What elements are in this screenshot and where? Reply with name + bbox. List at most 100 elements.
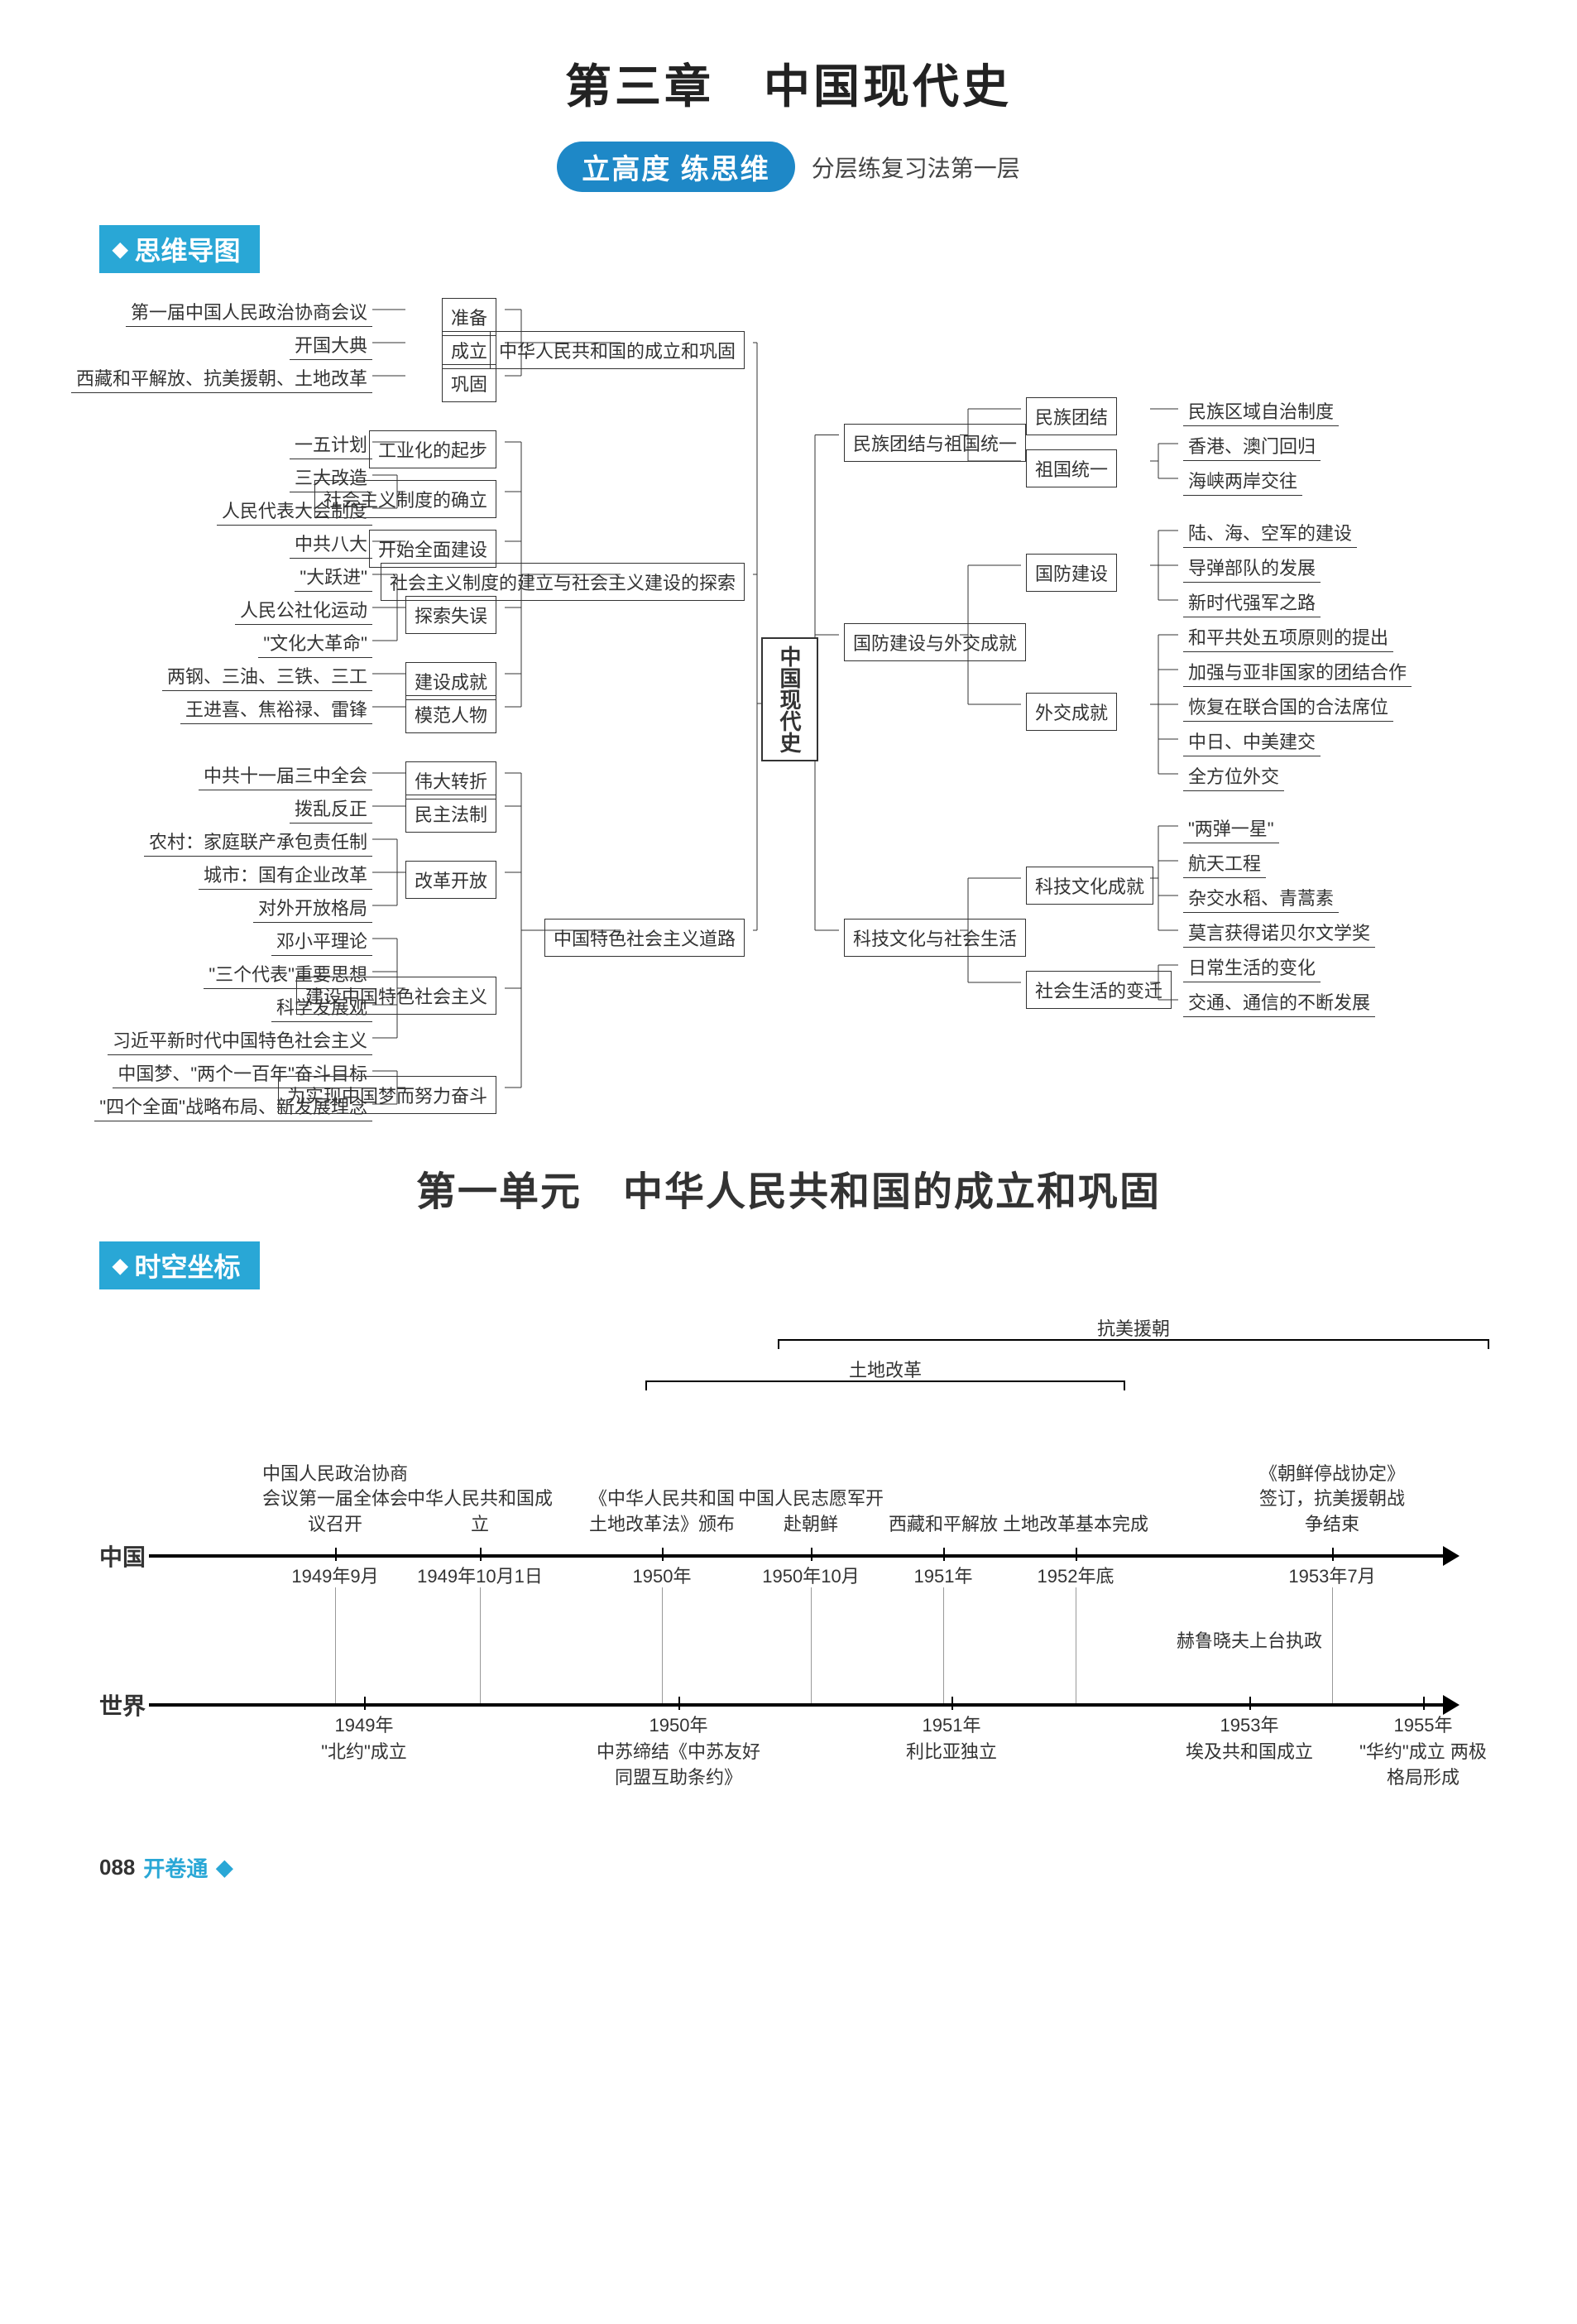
tl-tick <box>678 1697 680 1710</box>
tl-connector <box>662 1587 663 1703</box>
tl-world-year: 1955年 <box>1349 1713 1498 1739</box>
mindmap-node: 民族区域自治制度 <box>1183 397 1339 426</box>
tl-china-year: 1950年10月 <box>736 1564 885 1590</box>
mindmap-node: 拨乱反正 <box>290 795 372 823</box>
mindmap-node: 香港、澳门回归 <box>1183 432 1321 461</box>
mindmap-node: 民族团结 <box>1026 397 1117 435</box>
tl-tick <box>943 1548 945 1561</box>
mindmap-node: 习近平新时代中国特色社会主义 <box>108 1026 372 1055</box>
tl-tick <box>480 1548 482 1561</box>
tl-world-year: 1953年 <box>1175 1713 1324 1739</box>
mindmap-node: 为实现中国梦而努力奋斗 <box>278 1076 496 1114</box>
mindmap-node: 建设中国特色社会主义 <box>296 977 496 1015</box>
tl-connector <box>943 1587 944 1703</box>
tl-china-year: 1953年7月 <box>1258 1564 1407 1590</box>
mindmap-node: 王进喜、焦裕禄、雷锋 <box>180 695 372 724</box>
footer-icon: ◆ <box>216 1855 232 1880</box>
mindmap-node: "文化大革命" <box>258 629 372 658</box>
tl-axis <box>149 1554 1445 1558</box>
tl-china-event: 《中华人民共和国土地改革法》颁布 <box>587 1486 736 1538</box>
tl-tick <box>1076 1548 1077 1561</box>
section-tag-timeline: 时空坐标 <box>99 1241 260 1289</box>
tl-tick <box>1332 1548 1334 1561</box>
mindmap-node: 国防建设与外交成就 <box>844 623 1026 661</box>
mindmap-node: 民族团结与祖国统一 <box>844 424 1026 462</box>
mindmap-node: 加强与亚非国家的团结合作 <box>1183 658 1412 687</box>
tl-china-event: 西藏和平解放 <box>869 1512 1018 1538</box>
mindmap-node: 航天工程 <box>1183 849 1266 878</box>
unit-title: 第一单元 中华人民共和国的成立和巩固 <box>99 1159 1478 1217</box>
mindmap-node: 海峡两岸交往 <box>1183 467 1302 496</box>
mindmap-node: "两弹一星" <box>1183 814 1279 843</box>
tl-china-event: 《朝鲜停战协定》签订，抗美援朝战争结束 <box>1258 1462 1407 1538</box>
tl-china-label: 中国 <box>99 1539 146 1573</box>
chapter-title: 第三章 中国现代史 <box>99 50 1478 117</box>
mindmap-node: 城市：国有企业改革 <box>199 861 372 890</box>
tl-bracket-label: 土地改革 <box>645 1356 1125 1382</box>
mindmap-node: "大跃进" <box>295 563 372 592</box>
mindmap-node: 邓小平理论 <box>271 927 372 956</box>
mindmap-node: 社会主义制度的确立 <box>314 480 496 518</box>
pill-row: 立高度 练思维 分层练复习法第一层 <box>99 142 1478 192</box>
tl-connector <box>1332 1587 1333 1703</box>
tl-china-year: 1952年底 <box>1001 1564 1150 1590</box>
tl-tick <box>951 1697 953 1710</box>
mindmap-node: 社会生活的变迁 <box>1026 971 1172 1009</box>
tl-china-event: 中国人民志愿军开赴朝鲜 <box>736 1486 885 1538</box>
tl-bracket-label: 抗美援朝 <box>778 1314 1489 1341</box>
tl-china-year: 1949年10月1日 <box>405 1564 554 1590</box>
mindmap-node: 外交成就 <box>1026 693 1117 731</box>
mindmap: 中国现代史第一届中国人民政治协商会议准备开国大典成立西藏和平解放、抗美援朝、土地… <box>99 290 1478 1109</box>
tl-world-year: 1949年 <box>290 1713 439 1739</box>
tl-world-event: 中苏缔结《中苏友好同盟互助条约》 <box>596 1740 761 1791</box>
mindmap-node: 中共十一届三中全会 <box>199 761 372 790</box>
tl-tick <box>335 1548 337 1561</box>
mindmap-node: 科技文化成就 <box>1026 867 1153 905</box>
mindmap-node: 莫言获得诺贝尔文学奖 <box>1183 919 1375 948</box>
tl-world-year: 1950年 <box>604 1713 753 1739</box>
tl-world-event: "北约"成立 <box>281 1740 447 1765</box>
tl-tick <box>1249 1697 1251 1710</box>
mindmap-node: 模范人物 <box>405 695 496 733</box>
tl-china-event: 土地改革基本完成 <box>1001 1512 1150 1538</box>
tl-china-event: 中华人民共和国成立 <box>405 1486 554 1538</box>
page-footer: 088 开卷通 ◆ <box>99 1852 1478 1883</box>
tl-connector <box>480 1587 481 1703</box>
tl-connector <box>335 1587 336 1703</box>
mindmap-node: 开国大典 <box>290 331 372 360</box>
tl-world-event: 利比亚独立 <box>869 1740 1034 1765</box>
mindmap-node: 对外开放格局 <box>253 894 372 923</box>
mindmap-node: 一五计划 <box>290 430 372 459</box>
tl-china-year: 1951年 <box>869 1564 1018 1590</box>
mindmap-node: 工业化的起步 <box>369 430 496 468</box>
tl-world-event: 埃及共和国成立 <box>1167 1740 1332 1765</box>
mindmap-node: 中共八大 <box>290 530 372 559</box>
mindmap-node: 农村：家庭联产承包责任制 <box>144 828 372 857</box>
pill-main: 立高度 练思维 <box>557 142 794 192</box>
section-tag-mindmap: 思维导图 <box>99 225 260 273</box>
mindmap-node: 社会主义制度的建立与社会主义建设的探索 <box>381 563 745 601</box>
tl-world-event: "华约"成立 两极格局形成 <box>1340 1740 1506 1791</box>
mindmap-node: 巩固 <box>442 364 496 402</box>
page-number: 088 <box>99 1855 135 1880</box>
mindmap-node: 交通、通信的不断发展 <box>1183 988 1375 1017</box>
mindmap-node: 中华人民共和国的成立和巩固 <box>490 331 745 369</box>
mindmap-node: 西藏和平解放、抗美援朝、土地改革 <box>71 364 372 393</box>
mindmap-node: 陆、海、空军的建设 <box>1183 519 1357 548</box>
mindmap-node: 人民公社化运动 <box>235 596 372 625</box>
mindmap-node: 科技文化与社会生活 <box>844 919 1026 957</box>
tl-tick <box>811 1548 812 1561</box>
mindmap-node: 新时代强军之路 <box>1183 588 1321 617</box>
center-node: 中国现代史 <box>761 637 818 761</box>
timeline: 中国世界抗美援朝土地改革中国人民政治协商会议第一届全体会议召开1949年9月中华… <box>99 1306 1478 1819</box>
tl-tick <box>662 1548 664 1561</box>
tl-tick <box>1423 1697 1425 1710</box>
pill-sub: 分层练复习法第一层 <box>812 151 1020 184</box>
mindmap-node: 中国特色社会主义道路 <box>544 919 745 957</box>
tl-world-year: 1951年 <box>877 1713 1026 1739</box>
tl-connector <box>811 1587 812 1703</box>
mindmap-node: 杂交水稻、青蒿素 <box>1183 884 1339 913</box>
mindmap-node: 改革开放 <box>405 861 496 899</box>
mindmap-node: 祖国统一 <box>1026 449 1117 487</box>
mindmap-node: 日常生活的变化 <box>1183 953 1321 982</box>
